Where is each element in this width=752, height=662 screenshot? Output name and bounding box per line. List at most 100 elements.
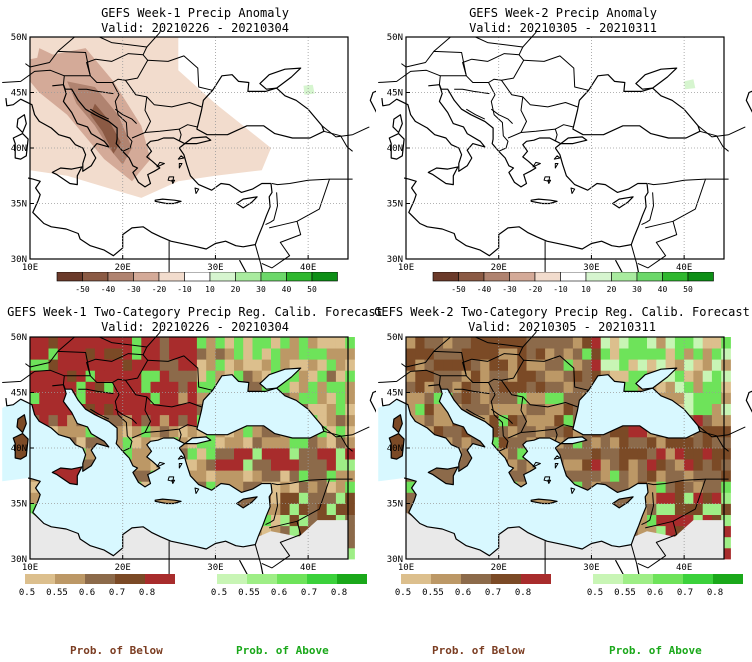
panel2-title: GEFS Week-2 Precip Anomaly <box>469 6 657 20</box>
islands <box>13 414 258 508</box>
lat-tick-label: 50N <box>387 333 403 343</box>
below-colorbar-label: 0.8 <box>515 588 531 598</box>
above-colorbar-label: 0.8 <box>707 588 723 598</box>
anomaly-colorbar-label: 20 <box>231 285 241 294</box>
anomaly-colorbar-swatch <box>483 272 510 282</box>
anomaly-colorbar-label: 40 <box>658 285 668 294</box>
above-colorbar-label: 0.6 <box>647 588 663 598</box>
anomaly-colorbar-swatch <box>662 272 689 282</box>
below-colorbar-swatch <box>145 574 175 584</box>
lon-tick-label: 40E <box>676 563 692 573</box>
lat-tick-label: 40N <box>387 144 403 154</box>
probability-colorbars-week1: 0.5 0.55 0.6 0.7 0.8 0.5 0.55 0.6 0.7 0.8 <box>19 574 367 598</box>
below-colorbar-label: 0.55 <box>46 588 68 598</box>
anomaly-colorbar-label: -10 <box>177 285 192 294</box>
lon-tick-label: 10E <box>22 263 38 273</box>
above-colorbar-swatch <box>623 574 653 584</box>
lon-tick-label: 20E <box>491 563 507 573</box>
prob-below-label-1: Prob. of Below <box>70 644 163 657</box>
coastlines-borders <box>378 30 752 280</box>
above-colorbar-label: 0.55 <box>614 588 636 598</box>
probability-grid <box>2 337 355 560</box>
lat-tick-label: 30N <box>11 555 27 565</box>
anomaly-colorbar-swatch <box>260 272 287 282</box>
lon-tick-label: 40E <box>300 263 316 273</box>
anomaly-colorbar-label: 10 <box>205 285 215 294</box>
lat-tick-label: 35N <box>11 200 27 210</box>
above-colorbar-label: 0.55 <box>238 588 260 598</box>
above-colorbar-swatch <box>337 574 367 584</box>
lat-tick-label: 50N <box>11 33 27 43</box>
anomaly-colorbar-label: 50 <box>307 285 317 294</box>
below-colorbar-swatch <box>431 574 461 584</box>
lat-tick-label: 35N <box>387 200 403 210</box>
below-colorbar-label: 0.8 <box>139 588 155 598</box>
anomaly-colorbar-label: 50 <box>683 285 693 294</box>
lon-tick-label: 30E <box>207 563 223 573</box>
below-colorbar-swatch <box>85 574 115 584</box>
anomaly-colorbar-label: -30 <box>126 285 141 294</box>
above-colorbar-swatch <box>307 574 337 584</box>
anomaly-colorbar-swatch <box>107 272 134 282</box>
anomaly-colorbar-swatch <box>184 272 211 282</box>
anomaly-colorbar-label: -50 <box>75 285 90 294</box>
anomaly-colorbar-label: 30 <box>632 285 642 294</box>
below-colorbar-label: 0.5 <box>395 588 411 598</box>
above-colorbar-label: 0.8 <box>331 588 347 598</box>
anomaly-colorbar-swatch <box>432 272 459 282</box>
below-colorbar-label: 0.6 <box>79 588 95 598</box>
above-colorbar-swatch <box>653 574 683 584</box>
below-colorbar-label: 0.55 <box>422 588 444 598</box>
prob-above-label-1: Prob. of Above <box>236 644 329 657</box>
panel4-valid: Valid: 20210305 - 20210311 <box>468 320 656 334</box>
lat-tick-label: 40N <box>11 144 27 154</box>
lon-tick-label: 10E <box>22 563 38 573</box>
panel2-valid: Valid: 20210305 - 20210311 <box>469 21 657 35</box>
anomaly-colorbar-swatch <box>209 272 236 282</box>
anomaly-colorbar-label: -20 <box>528 285 543 294</box>
anomaly-colorbar-swatch <box>133 272 160 282</box>
below-colorbar-swatch <box>491 574 521 584</box>
lat-tick-label: 45N <box>11 89 27 99</box>
anomaly-colorbar-label: 30 <box>256 285 266 294</box>
probability-grid <box>378 337 731 560</box>
panel4-title: GEFS Week-2 Two-Category Precip Reg. Cal… <box>374 305 750 319</box>
panel1-title: GEFS Week-1 Precip Anomaly <box>101 6 289 20</box>
probability-colorbars-week2: 0.5 0.55 0.6 0.7 0.8 0.5 0.55 0.6 0.7 0.8 <box>395 574 743 598</box>
anomaly-colorbar-week1: -50 -40 -30 -20 -10 10 20 30 40 50 <box>56 272 338 294</box>
anomaly-colorbar-swatch <box>311 272 338 282</box>
lon-tick-label: 30E <box>207 263 223 273</box>
anomaly-colorbar-swatch <box>534 272 561 282</box>
lon-tick-label: 20E <box>115 263 131 273</box>
below-colorbar-label: 0.7 <box>485 588 501 598</box>
anomaly-colorbar-swatch <box>687 272 714 282</box>
anomaly-colorbar-swatch <box>158 272 185 282</box>
below-colorbar-swatch <box>55 574 85 584</box>
above-colorbar-label: 0.7 <box>677 588 693 598</box>
anomaly-colorbar-week2: -50 -40 -30 -20 -10 10 20 30 40 50 <box>432 272 714 294</box>
lat-tick-label: 30N <box>387 555 403 565</box>
anomaly-colorbar-label: 10 <box>581 285 591 294</box>
anomaly-colorbar-swatch <box>636 272 663 282</box>
lon-tick-label: 20E <box>491 263 507 273</box>
above-colorbar-swatch <box>277 574 307 584</box>
lon-tick-label: 40E <box>300 563 316 573</box>
lat-tick-label: 35N <box>11 500 27 510</box>
lat-tick-label: 50N <box>11 333 27 343</box>
anomaly-colorbar-label: -20 <box>152 285 167 294</box>
lat-tick-label: 45N <box>11 389 27 399</box>
lon-tick-label: 40E <box>676 263 692 273</box>
below-colorbar-swatch <box>521 574 551 584</box>
below-colorbar-swatch <box>25 574 55 584</box>
anomaly-shading <box>30 37 315 198</box>
below-colorbar-label: 0.5 <box>19 588 35 598</box>
below-colorbar-swatch <box>461 574 491 584</box>
anomaly-colorbar-swatch <box>235 272 262 282</box>
anomaly-shading <box>684 79 696 90</box>
panel3-valid: Valid: 20210226 - 20210304 <box>101 320 289 334</box>
